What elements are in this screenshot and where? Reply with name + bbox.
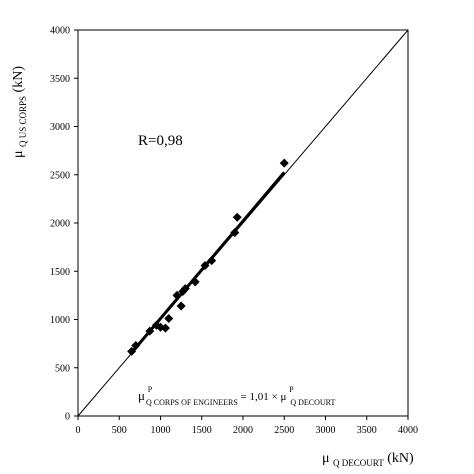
r-value-annotation: R=0,98 (138, 133, 183, 149)
tick-labels: 0 500 1000 1500 2000 2500 3000 3500 4000 0 500 1000… (50, 26, 418, 437)
x-tick-label-0: 0 (76, 425, 81, 436)
data-point-7 (172, 290, 182, 300)
y-tick-label-6: 3000 (50, 122, 70, 133)
data-point-11 (190, 277, 200, 287)
data-point-14 (230, 228, 240, 238)
x-axis-title: μ Q DECOURT (kN) (322, 451, 414, 470)
data-point-6 (164, 314, 174, 324)
y-tick-label-4: 2000 (50, 219, 70, 230)
y-tick-label-2: 1000 (50, 315, 70, 326)
y-tick-label-0: 0 (65, 412, 70, 423)
x-tick-label-1: 500 (112, 425, 127, 436)
x-tick-label-2: 1000 (151, 425, 171, 436)
y-tick-label-5: 2500 (50, 170, 70, 181)
y-tick-label-7: 3500 (50, 74, 70, 85)
y-tick-label-3: 1500 (50, 267, 70, 278)
y-axis-title: μ Q US CORPS (kN) (11, 66, 30, 158)
data-point-15 (232, 212, 242, 222)
regression-equation: μ P Q CORPS OF ENGINEERS = 1,01 × μ P Q … (138, 383, 336, 408)
x-tick-label-5: 2500 (274, 425, 294, 436)
y-tick-label-8: 4000 (50, 26, 70, 37)
data-point-5 (160, 323, 170, 333)
x-tick-label-8: 4000 (398, 425, 418, 436)
data-point-1 (131, 341, 141, 351)
y-tick-label-1: 500 (55, 363, 70, 374)
data-point-13 (207, 256, 217, 266)
x-tick-label-3: 1500 (192, 425, 212, 436)
data-point-8 (176, 301, 186, 311)
data-point-0 (127, 346, 137, 356)
data-point-10 (180, 284, 190, 294)
data-point-2 (145, 326, 155, 336)
x-tick-label-4: 2000 (233, 425, 253, 436)
x-tick-label-7: 3500 (357, 425, 377, 436)
data-point-16 (279, 158, 289, 168)
x-tick-label-6: 3000 (316, 425, 336, 436)
plot-area (74, 29, 409, 420)
data-point-12 (200, 260, 210, 270)
